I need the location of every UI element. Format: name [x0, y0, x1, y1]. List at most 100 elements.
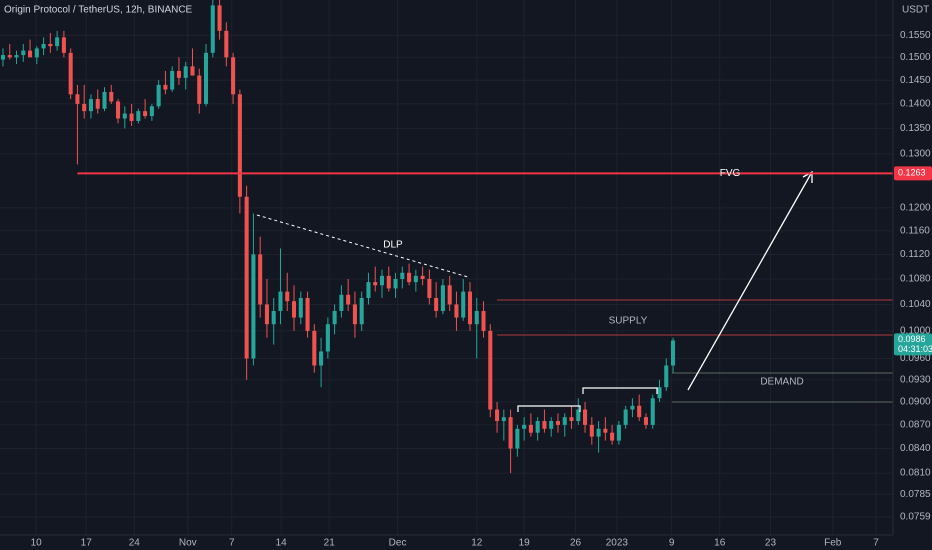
- candle-body: [495, 409, 500, 422]
- candle-body: [203, 52, 209, 104]
- candle-body: [210, 5, 215, 53]
- y-tick-label: 0.1400: [900, 99, 931, 110]
- candle-body: [569, 417, 574, 422]
- candle-body: [434, 297, 439, 311]
- candle-body: [400, 272, 405, 279]
- candle-body: [447, 285, 452, 305]
- candle-body: [589, 424, 594, 437]
- candle-body: [542, 421, 547, 429]
- candle-body: [217, 5, 222, 31]
- y-tick-label: 0.1000: [900, 326, 931, 337]
- drawings: DLP SUPPLY DEMAND: [256, 170, 893, 412]
- candle-body: [467, 291, 473, 325]
- axis: 0.1550 0.1500 0.1450 0.1400 0.1350 0.1300 0.12…: [31, 30, 932, 549]
- candle-body: [48, 43, 53, 47]
- y-tick-label: 0.0810: [900, 468, 931, 479]
- candle-body: [88, 99, 93, 112]
- y-tick-label: 0.1200: [900, 203, 931, 214]
- candle-body: [346, 294, 351, 305]
- y-tick-label: 0.0960: [900, 353, 931, 364]
- candle-body: [420, 275, 425, 279]
- x-tick-label: 26: [570, 538, 582, 549]
- x-tick-label: 9: [669, 538, 675, 549]
- y-tick-label: 0.1040: [900, 299, 931, 310]
- x-tick-label: Feb: [824, 538, 842, 549]
- candle-body: [319, 351, 324, 366]
- x-tick-label: Dec: [389, 538, 407, 549]
- y-tick-label: 0.0930: [900, 375, 931, 386]
- candle-body: [14, 55, 19, 58]
- candle-body: [298, 297, 303, 318]
- y-tick-label: 0.1300: [900, 149, 931, 160]
- candle-body: [359, 297, 364, 325]
- x-tick-label: 7: [873, 538, 879, 549]
- candle-body: [576, 409, 581, 422]
- candle-body: [643, 417, 648, 425]
- demand-label: DEMAND: [760, 377, 803, 388]
- y-tick-label: 0.0870: [900, 420, 931, 431]
- candle-body: [427, 278, 432, 298]
- candle-body: [237, 94, 242, 197]
- y-tick-label: 0.1160: [900, 225, 930, 236]
- arrow-head: [802, 170, 813, 183]
- candle-body: [474, 310, 479, 325]
- fvg: FVG: [77, 168, 893, 179]
- candle-body: [116, 101, 121, 119]
- candle-body: [386, 275, 391, 289]
- candle-body: [258, 254, 263, 305]
- candle-body: [454, 304, 459, 318]
- candle-body: [231, 57, 236, 95]
- candle-body: [630, 405, 635, 410]
- candle-body: [170, 70, 175, 90]
- fvg-price-label: 0.1263: [898, 168, 926, 178]
- candle-body: [413, 275, 418, 283]
- candle-body: [264, 304, 269, 325]
- candle-body: [176, 70, 181, 78]
- dlp-line: [256, 214, 469, 278]
- y-tick-label: 0.0900: [900, 397, 931, 408]
- candle-body: [271, 310, 276, 325]
- chart-title: Origin Protocol / TetherUS, 12h, BINANCE: [4, 5, 193, 16]
- candle-body: [616, 424, 621, 441]
- candle-body: [522, 424, 527, 429]
- x-tick-label: 16: [714, 538, 726, 549]
- candle-body: [55, 37, 60, 47]
- candle-body: [136, 111, 141, 121]
- candle-body: [278, 291, 283, 311]
- y-tick-label: 0.1120: [900, 249, 930, 260]
- candle-body: [129, 113, 134, 121]
- candle-body: [501, 417, 506, 422]
- candle-body: [623, 409, 628, 425]
- x-tick-label: 10: [31, 538, 43, 549]
- candle-body: [28, 50, 33, 58]
- candle-body: [339, 294, 344, 311]
- dlp-label: DLP: [383, 240, 403, 251]
- candle-body: [637, 405, 642, 418]
- y-unit: USDT: [902, 5, 929, 16]
- x-tick-label: 14: [276, 538, 288, 549]
- candle-body: [596, 428, 601, 437]
- candle-body: [0, 55, 6, 60]
- range-line: [517, 405, 581, 412]
- candle-body: [197, 75, 202, 104]
- x-tick-label: 23: [765, 538, 777, 549]
- grid: [0, 0, 893, 535]
- candle-body: [68, 52, 73, 95]
- candle-body: [481, 310, 486, 331]
- x-tick-label: 21: [324, 538, 336, 549]
- candles: [0, 0, 676, 474]
- candle-body: [285, 291, 290, 302]
- x-tick-label: 2023: [606, 538, 629, 549]
- candle-body: [366, 282, 371, 298]
- candle-body: [352, 304, 357, 325]
- candle-body: [224, 30, 229, 58]
- candle-body: [528, 424, 533, 433]
- candle-body: [291, 301, 297, 318]
- x-tick-label: 24: [129, 538, 141, 549]
- candle-body: [488, 330, 493, 410]
- candle-body: [461, 291, 466, 318]
- candle-body: [7, 55, 12, 58]
